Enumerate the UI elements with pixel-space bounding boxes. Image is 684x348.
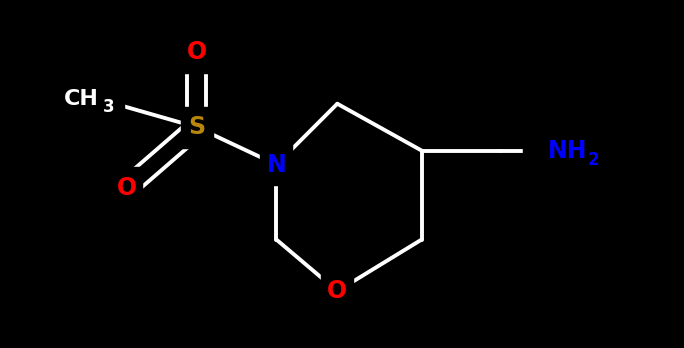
Bar — [111, 167, 142, 209]
Bar — [181, 32, 213, 73]
Bar — [64, 78, 124, 120]
Text: O: O — [187, 40, 207, 64]
Text: S: S — [188, 115, 205, 139]
Bar — [321, 270, 353, 312]
Text: O: O — [116, 176, 137, 200]
Text: 3: 3 — [103, 97, 115, 116]
Text: O: O — [327, 279, 347, 303]
Text: N: N — [267, 153, 287, 177]
Bar — [523, 130, 601, 171]
Text: CH: CH — [64, 89, 98, 109]
Text: 2: 2 — [588, 151, 599, 169]
Bar — [181, 106, 213, 148]
Bar — [261, 144, 292, 185]
Text: NH: NH — [548, 139, 588, 163]
